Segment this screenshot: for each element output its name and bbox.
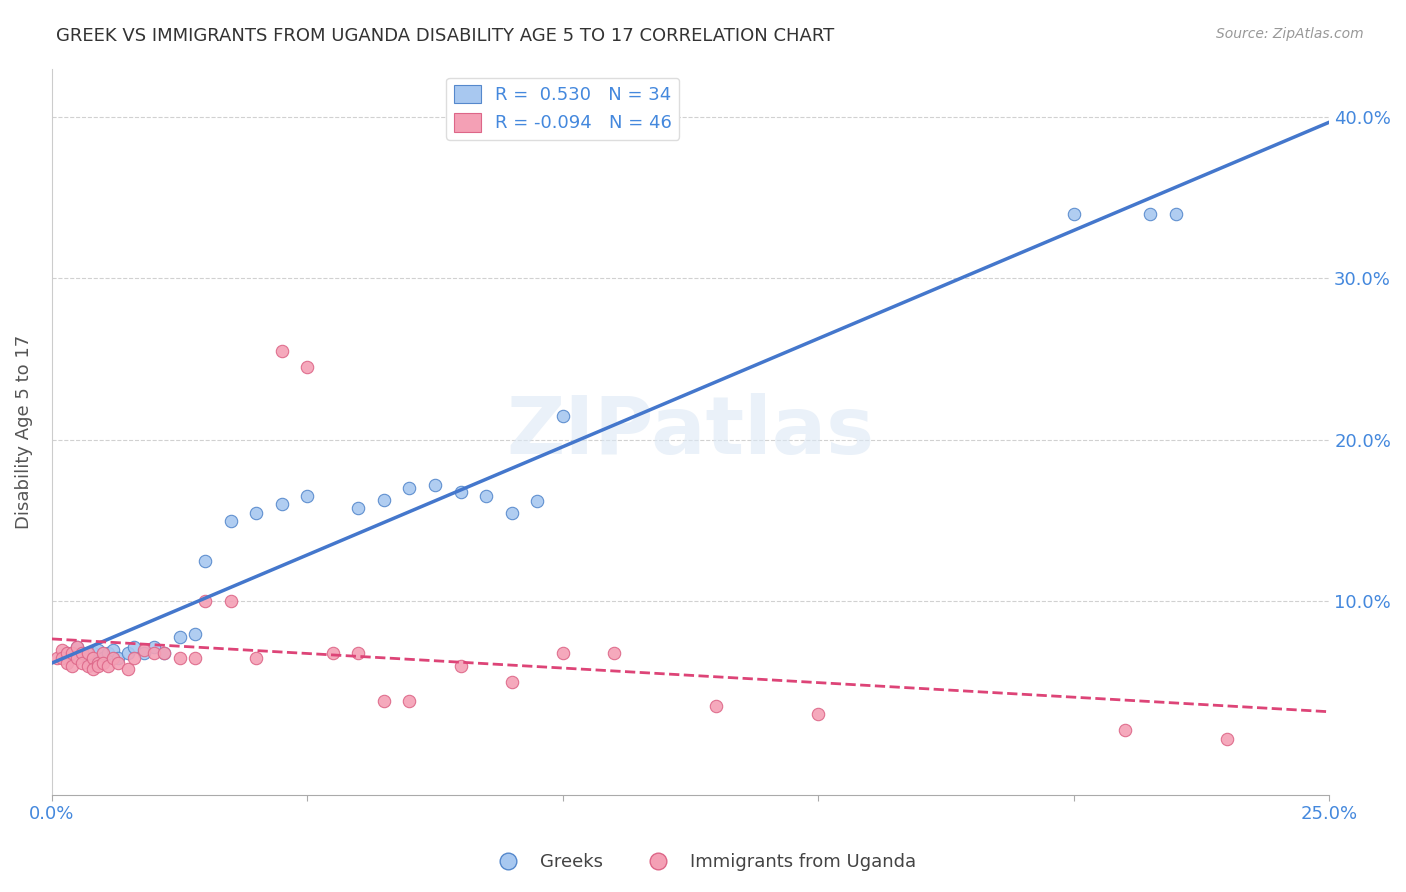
Point	[101, 642, 124, 657]
Point	[117, 646, 139, 660]
Point	[97, 659, 120, 673]
Point	[194, 554, 217, 568]
Point	[56, 646, 79, 660]
Point	[322, 646, 344, 660]
Point	[1114, 723, 1136, 738]
Point	[122, 640, 145, 654]
Point	[56, 656, 79, 670]
Point	[423, 478, 446, 492]
Point	[87, 642, 110, 657]
Point	[704, 699, 727, 714]
Point	[45, 650, 67, 665]
Point	[807, 707, 830, 722]
Point	[270, 498, 292, 512]
Point	[122, 650, 145, 665]
Y-axis label: Disability Age 5 to 17: Disability Age 5 to 17	[15, 334, 32, 529]
Point	[169, 650, 191, 665]
Point	[66, 640, 89, 654]
Point	[501, 506, 523, 520]
Point	[82, 646, 104, 660]
Point	[297, 360, 319, 375]
Point	[66, 650, 89, 665]
Point	[60, 646, 83, 660]
Point	[398, 694, 420, 708]
Point	[219, 594, 242, 608]
Point	[97, 646, 120, 660]
Point	[194, 594, 217, 608]
Point	[82, 662, 104, 676]
Point	[1139, 207, 1161, 221]
Point	[398, 481, 420, 495]
Point	[551, 646, 574, 660]
Point	[450, 659, 472, 673]
Point	[117, 662, 139, 676]
Point	[245, 506, 267, 520]
Point	[132, 646, 155, 660]
Point	[501, 675, 523, 690]
Point	[184, 650, 207, 665]
Point	[551, 409, 574, 423]
Point	[526, 494, 548, 508]
Point	[91, 656, 114, 670]
Point	[132, 642, 155, 657]
Point	[373, 492, 395, 507]
Text: Source: ZipAtlas.com: Source: ZipAtlas.com	[1216, 27, 1364, 41]
Text: ZIPatlas: ZIPatlas	[506, 392, 875, 471]
Point	[1063, 207, 1085, 221]
Point	[373, 694, 395, 708]
Point	[142, 646, 165, 660]
Point	[101, 650, 124, 665]
Point	[1216, 731, 1239, 746]
Point	[169, 630, 191, 644]
Point	[87, 656, 110, 670]
Point	[72, 646, 94, 660]
Point	[603, 646, 626, 660]
Point	[60, 659, 83, 673]
Point	[153, 646, 176, 660]
Point	[450, 484, 472, 499]
Point	[91, 646, 114, 660]
Point	[91, 650, 114, 665]
Point	[107, 650, 129, 665]
Point	[219, 514, 242, 528]
Point	[87, 659, 110, 673]
Point	[297, 489, 319, 503]
Point	[107, 656, 129, 670]
Point	[76, 646, 98, 660]
Point	[76, 659, 98, 673]
Point	[51, 650, 73, 665]
Point	[72, 656, 94, 670]
Point	[72, 646, 94, 660]
Point	[184, 626, 207, 640]
Text: GREEK VS IMMIGRANTS FROM UGANDA DISABILITY AGE 5 TO 17 CORRELATION CHART: GREEK VS IMMIGRANTS FROM UGANDA DISABILI…	[56, 27, 835, 45]
Point	[76, 650, 98, 665]
Legend: Greeks, Immigrants from Uganda: Greeks, Immigrants from Uganda	[482, 847, 924, 879]
Legend: R =  0.530   N = 34, R = -0.094   N = 46: R = 0.530 N = 34, R = -0.094 N = 46	[446, 78, 679, 140]
Point	[475, 489, 498, 503]
Point	[245, 650, 267, 665]
Point	[1164, 207, 1187, 221]
Point	[56, 646, 79, 660]
Point	[347, 500, 370, 515]
Point	[142, 640, 165, 654]
Point	[270, 344, 292, 359]
Point	[153, 646, 176, 660]
Point	[66, 640, 89, 654]
Point	[347, 646, 370, 660]
Point	[51, 642, 73, 657]
Point	[82, 650, 104, 665]
